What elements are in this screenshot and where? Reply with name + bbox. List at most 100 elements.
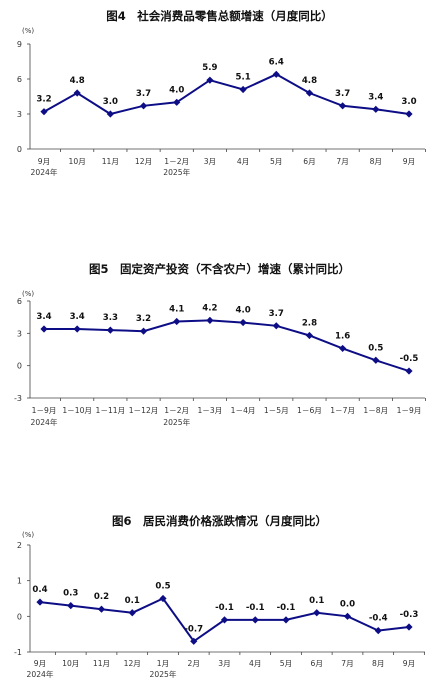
chart-4-data-label: 4.0 (169, 85, 184, 95)
chart-6-data-label: 0.3 (63, 589, 78, 599)
chart-4-data-point (339, 102, 347, 110)
chart-5-data-label: 4.1 (169, 304, 184, 314)
chart-6-data-point (159, 594, 167, 603)
chart-5-x-tick-label: 1－4月 (231, 406, 256, 415)
chart-4-x-tick-label: 10月 (69, 157, 86, 166)
chart-4-data-label: 3.4 (368, 92, 383, 102)
chart-6-data-label: 0.1 (309, 596, 324, 606)
chart-4-unit: (%) (22, 27, 34, 35)
chart-5-data-label: 4.2 (202, 303, 217, 313)
chart-6-x-tick-label: 2月 (188, 659, 200, 668)
chart-5-data-point (173, 317, 181, 326)
chart-6-data-point (343, 612, 352, 620)
chart-6-y-tick-label: 0 (17, 612, 22, 621)
chart-6-title: 图6 居民消费价格涨跌情况（月度同比） (112, 514, 327, 528)
chart-6-x-tick-label: 8月 (372, 659, 384, 668)
chart-6-x-tick-label: 3月 (218, 659, 230, 668)
chart-6-unit: (%) (22, 531, 34, 539)
chart-4-year-label: 2024年 (31, 167, 58, 177)
chart-6-y-tick-label: -1 (14, 648, 22, 657)
chart-4-x-tick-label: 8月 (370, 157, 382, 166)
chart-6-data-point (97, 605, 106, 613)
chart-5-data-point (40, 325, 48, 333)
chart-4-data-label: 6.4 (269, 57, 284, 67)
chart-5-x-tick-label: 1－11月 (96, 406, 126, 415)
chart-5-x-tick-label: 1－2月 (164, 406, 189, 415)
chart-4-y-tick-label: 9 (17, 40, 22, 49)
chart-4-data-label: 3.0 (103, 97, 118, 107)
chart-5-unit: (%) (22, 290, 34, 298)
chart-4-data-point (305, 89, 314, 97)
chart-4-series-line (43, 73, 410, 116)
chart-4-data-point (173, 98, 181, 106)
chart-5-data-point (73, 325, 81, 333)
chart-5-data-point (239, 318, 247, 327)
chart-6-data-label: 0.1 (125, 596, 140, 606)
chart-6-data-point (374, 627, 382, 635)
chart-6-data-point (251, 616, 259, 624)
chart-5-data-point (339, 344, 347, 353)
chart-5-data-point (372, 356, 380, 364)
chart-6-x-tick-label: 10月 (62, 659, 79, 668)
chart-6-data-label: -0.1 (246, 603, 265, 613)
chart-4-y-tick-label: 3 (17, 110, 22, 119)
chart-5-x-tick-label: 1－6月 (297, 406, 322, 415)
chart-6-year-label: 2025年 (150, 669, 177, 679)
chart-4-y-tick-label: 6 (17, 75, 22, 84)
chart-5-data-point (405, 367, 413, 375)
chart-6-data-point (128, 609, 136, 617)
chart-4-x-tick-label: 4月 (237, 157, 249, 166)
chart-6-data-point (313, 609, 321, 617)
chart-4-x-tick-label: 3月 (204, 157, 216, 166)
chart-6-y-tick-label: 1 (17, 577, 22, 586)
chart-4-data-point (239, 85, 247, 94)
chart-6-data-point (405, 623, 413, 631)
chart-4-data-point (272, 70, 280, 78)
chart-6-data-label: -0.1 (215, 603, 234, 613)
chart-6-data-label: -0.4 (369, 614, 388, 624)
chart-6-data-point (67, 602, 75, 610)
chart-5-data-point (206, 316, 214, 324)
chart-6-data-point (190, 637, 198, 645)
chart-4-data-label: 3.0 (401, 97, 416, 107)
chart-5-series-line (44, 319, 410, 373)
chart-5-year-label: 2025年 (163, 417, 190, 427)
chart-6-x-tick-label: 4月 (249, 659, 261, 668)
chart-5-y-tick-label: 3 (17, 329, 22, 338)
chart-4-data-label: 5.9 (202, 63, 217, 73)
chart-5-x-tick-label: 1－7月 (330, 406, 355, 415)
chart-5-data-label: 1.6 (335, 331, 350, 341)
chart-5-data-label: 3.7 (269, 309, 284, 319)
chart-5-data-label: 2.8 (302, 318, 317, 328)
chart-5-data-label: 3.4 (36, 312, 51, 322)
chart-4-x-tick-label: 11月 (102, 157, 119, 166)
chart-5-x-tick-label: 1－9月 (32, 406, 57, 415)
chart-4-data-point (106, 110, 114, 118)
chart-4-data-label: 4.8 (70, 76, 85, 86)
chart-4-x-tick-label: 9月 (38, 157, 50, 166)
chart-4-x-tick-label: 1－2月 (164, 157, 189, 166)
chart-5-x-tick-label: 1－12月 (129, 406, 159, 415)
chart-5-x-tick-label: 1－9月 (397, 406, 422, 415)
chart-5-data-point (272, 322, 280, 330)
chart-5-data-label: -0.5 (400, 354, 419, 364)
chart-4-data-label: 3.2 (36, 95, 51, 105)
chart-5-y-tick-label: 6 (17, 297, 22, 306)
chart-4-data-point (206, 76, 214, 84)
chart-6-data-label: 0.5 (155, 582, 170, 592)
chart-6-x-tick-label: 1月 (157, 659, 169, 668)
chart-4-data-point (405, 110, 413, 118)
chart-5-data-label: 0.5 (368, 343, 383, 353)
chart-5-title: 图5 固定资产投资（不含农户）增速（累计同比） (89, 262, 350, 276)
chart-5-data-label: 4.0 (235, 306, 250, 316)
chart-6-data-label: 0.2 (94, 592, 109, 602)
chart-6-x-tick-label: 11月 (93, 659, 110, 668)
chart-6-x-tick-label: 5月 (280, 659, 292, 668)
chart-5-data-point (106, 326, 114, 334)
chart-4-data-label: 3.7 (335, 89, 350, 99)
chart-5-x-tick-label: 1－5月 (264, 406, 289, 415)
chart-6-data-label: -0.3 (400, 610, 419, 620)
chart-4-data-label: 3.7 (136, 89, 151, 99)
chart-4-x-tick-label: 9月 (403, 157, 415, 166)
